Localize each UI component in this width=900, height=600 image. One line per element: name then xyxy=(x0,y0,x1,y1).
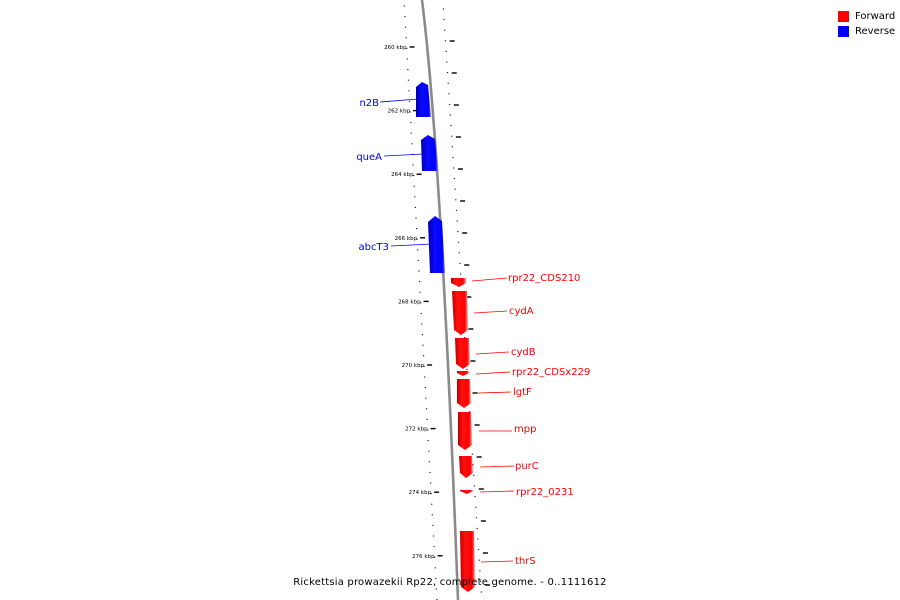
forward-gene-cydA[interactable]: cydA xyxy=(452,291,534,335)
forward-gene-arrow[interactable] xyxy=(460,490,473,494)
legend-reverse-label: Reverse xyxy=(855,26,896,37)
gene-label-mpp: mpp xyxy=(514,424,536,435)
gene-label-n2B: n2B xyxy=(359,98,379,109)
gene-label-cydB: cydB xyxy=(511,347,536,358)
gene-label-leader xyxy=(477,391,512,394)
forward-gene-arrow[interactable] xyxy=(451,278,466,287)
gene-label-rpr22_0231: rpr22_0231 xyxy=(516,487,574,498)
forward-gene-arrow[interactable] xyxy=(455,338,470,369)
forward-gene-arrow[interactable] xyxy=(460,531,475,592)
genome-caption: Rickettsia prowazekii Rp22, complete gen… xyxy=(293,577,607,588)
reverse-gene-arrow[interactable] xyxy=(428,216,445,273)
reverse-gene-arrow[interactable] xyxy=(421,135,438,171)
reverse-gene-n2B[interactable]: n2B xyxy=(359,82,431,117)
legend-forward-label: Forward xyxy=(855,11,896,22)
forward-gene-mpp[interactable]: mpp xyxy=(458,412,536,450)
forward-gene-cydB[interactable]: cydB xyxy=(455,338,536,369)
forward-swatch xyxy=(838,11,849,22)
gene-label-leader xyxy=(480,560,514,563)
ruler-label: 266 kbp xyxy=(395,236,418,242)
legend-item-reverse: Reverse xyxy=(838,24,895,39)
gene-label-leader xyxy=(379,98,419,103)
forward-gene-rpr22_CDS210[interactable]: rpr22_CDS210 xyxy=(451,273,580,287)
forward-gene-lgtF[interactable]: lgtF xyxy=(457,379,532,408)
ruler-label: 272 kbp xyxy=(405,427,428,433)
reverse-gene-arrow[interactable] xyxy=(416,82,431,117)
gene-label-leader xyxy=(479,490,515,493)
forward-gene-purC[interactable]: purC xyxy=(459,456,539,478)
reverse-gene-abcT3[interactable]: abcT3 xyxy=(359,216,445,273)
gene-label-leader xyxy=(479,465,515,468)
forward-gene-rpr22_0231[interactable]: rpr22_0231 xyxy=(460,487,574,498)
gene-label-rpr22_CDS210: rpr22_CDS210 xyxy=(508,273,580,284)
gene-label-thrS: thrS xyxy=(515,556,536,567)
forward-gene-arrow[interactable] xyxy=(459,456,473,478)
ruler-label: 270 kbp xyxy=(402,363,425,369)
gene-label-queA: queA xyxy=(356,152,382,163)
forward-gene-arrow[interactable] xyxy=(457,371,469,376)
gene-label-leader xyxy=(475,371,511,375)
gene-label-rpr22_CDSx229: rpr22_CDSx229 xyxy=(512,367,590,378)
reverse-swatch xyxy=(838,26,849,37)
ruler-label: 268 kbp xyxy=(398,299,421,305)
forward-gene-arrow[interactable] xyxy=(457,379,471,408)
gene-label-leader xyxy=(475,351,510,355)
gene-label-lgtF: lgtF xyxy=(513,387,532,398)
gene-label-purC: purC xyxy=(515,461,539,472)
forward-gene-arrow[interactable] xyxy=(458,412,472,450)
forward-gene-arrow[interactable] xyxy=(452,291,468,335)
ruler-label: 274 kbp xyxy=(409,490,432,496)
legend: Forward Reverse xyxy=(838,9,895,39)
forward-gene-rpr22_CDSx229[interactable]: rpr22_CDSx229 xyxy=(457,367,590,378)
gene-label-leader xyxy=(390,243,433,247)
gene-label-leader xyxy=(471,277,508,282)
gene-label-leader xyxy=(383,153,425,157)
forward-gene-thrS[interactable]: thrS xyxy=(460,531,536,592)
ruler-label: 276 kbp xyxy=(412,554,435,560)
reverse-gene-queA[interactable]: queA xyxy=(356,135,438,171)
gene-label-leader xyxy=(473,310,508,314)
gene-label-abcT3: abcT3 xyxy=(359,242,389,253)
ruler-label: 264 kbp xyxy=(391,172,414,178)
legend-item-forward: Forward xyxy=(838,9,895,24)
ruler-label: 262 kbp xyxy=(388,109,411,115)
ruler-ticks: 260 kbp 262 kbp 264 kbp 266 kbp 268 kbp 270 k… xyxy=(384,5,491,600)
ruler-label: 260 kbp xyxy=(384,45,407,51)
gene-label-cydA: cydA xyxy=(509,306,534,317)
